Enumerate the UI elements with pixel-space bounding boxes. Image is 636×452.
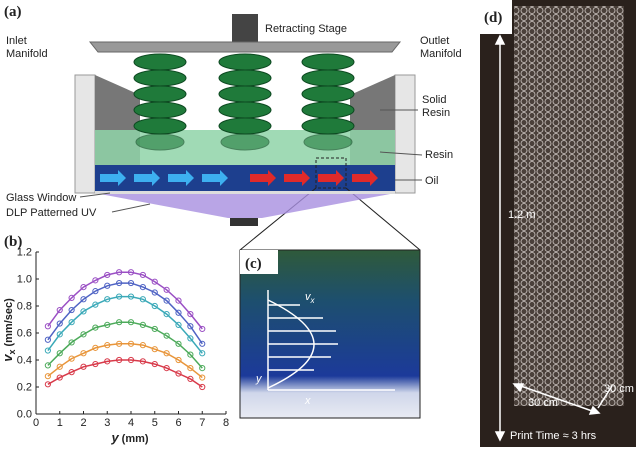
panel-c: (c) vx y x xyxy=(240,250,420,418)
data-point xyxy=(45,374,50,379)
data-point xyxy=(45,363,50,368)
x-axis-label: y(mm) xyxy=(110,430,148,445)
resin-label: Resin xyxy=(425,149,453,161)
glass-window xyxy=(95,191,395,194)
leader xyxy=(112,204,150,212)
fit-line xyxy=(48,283,202,344)
panel-label: (c) xyxy=(245,256,262,272)
data-point xyxy=(45,382,50,387)
x-tick-label: 6 xyxy=(175,417,181,429)
y-tick-label: 0.4 xyxy=(17,355,32,367)
x-tick-label: 3 xyxy=(104,417,110,429)
y-tick-label: 0.8 xyxy=(17,301,32,313)
figure: (a) Retracting Stage InletManifold Outle… xyxy=(0,0,636,447)
panel-label: (a) xyxy=(4,4,22,20)
fit-line xyxy=(48,360,202,387)
y-tick-label: 1.2 xyxy=(17,247,32,259)
x-tick-label: 4 xyxy=(128,417,134,429)
data-point xyxy=(200,326,205,331)
outlet-wall xyxy=(395,75,415,193)
panel-b: (b) vx(mm/sec) y(mm) 0.00.20.40.60.81.01… xyxy=(0,234,229,445)
y-tick-label: 0.2 xyxy=(17,382,32,394)
x-tick-label: 1 xyxy=(57,417,63,429)
glass-label: Glass Window xyxy=(6,192,76,204)
panel-label: (d) xyxy=(484,10,502,26)
inlet-wall xyxy=(75,75,95,193)
width-label: 30 cm xyxy=(604,383,634,395)
x-label: x xyxy=(304,395,311,407)
printed-parts xyxy=(134,54,354,150)
x-tick-label: 2 xyxy=(80,417,86,429)
height-label: 1.2 m xyxy=(508,209,536,221)
stage xyxy=(90,42,400,52)
time-label: Print Time ≈ 3 hrs xyxy=(510,430,597,442)
y-axis-label: vx(mm/sec) xyxy=(0,298,17,362)
x-tick-label: 0 xyxy=(33,417,39,429)
y-tick-label: 1.0 xyxy=(17,274,32,286)
panel-d: (d) 1.2 m 30 cm 30 cm Print Time ≈ 3 hrs xyxy=(480,0,636,447)
width-label: 30 cm xyxy=(528,397,558,409)
stage-post xyxy=(232,14,258,42)
stage-label: Retracting Stage xyxy=(265,23,347,35)
projector xyxy=(230,218,258,226)
uv-beam xyxy=(100,194,390,218)
flow-photo xyxy=(240,250,420,418)
y-tick-label: 0.0 xyxy=(17,409,32,421)
x-tick-label: 5 xyxy=(152,417,158,429)
x-tick-label: 8 xyxy=(223,417,229,429)
y-tick-label: 0.6 xyxy=(17,328,32,340)
lattice-cells xyxy=(514,6,624,406)
uv-label: DLP Patterned UV xyxy=(6,207,97,219)
oil-label: Oil xyxy=(425,175,438,187)
x-tick-label: 7 xyxy=(199,417,205,429)
